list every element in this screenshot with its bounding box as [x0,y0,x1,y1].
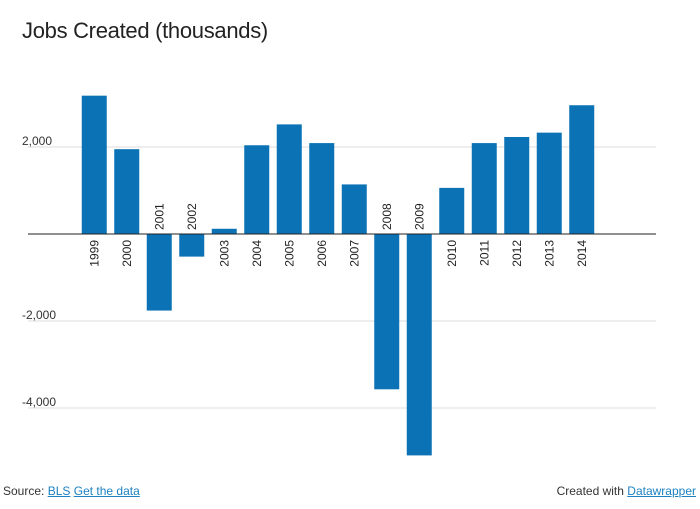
x-tick-label: 2007 [347,240,361,267]
bar-2002 [179,234,205,257]
chart-title: Jobs Created (thousands) [22,18,268,43]
bars [81,95,595,456]
bar-2001 [146,234,172,311]
bar-chart: 2,000 -2,000 -4,000 1999 2000 2001 2002 2003 20… [22,95,656,456]
created-with: Created with Datawrapper [557,484,696,498]
y-tick-label: -2,000 [22,308,56,322]
get-data-link[interactable]: Get the data [73,484,140,498]
created-label: Created with [556,484,624,498]
x-tick-label: 2005 [282,240,296,267]
x-tick-label: 2010 [445,240,459,267]
x-tick-label: 2009 [412,203,426,230]
x-tick-label: 2000 [120,240,134,267]
x-tick-label: 2008 [380,203,394,230]
bar-2010 [439,187,465,234]
bar-2012 [504,136,530,234]
y-tick-label: -4,000 [22,395,56,409]
x-tick-label: 1999 [87,240,101,267]
bar-2013 [536,132,562,234]
bar-2006 [309,143,335,234]
x-tick-label: 2011 [477,240,491,266]
x-tick-label: 2004 [250,240,264,267]
x-tick-label: 2014 [575,240,589,267]
bar-2008 [374,234,400,390]
bar-2003 [211,228,237,234]
bar-2005 [276,124,302,234]
x-tick-label: 2002 [185,203,199,230]
x-tick-label: 2003 [217,240,231,267]
bar-2000 [114,149,140,234]
x-tick-label: 2001 [152,203,166,230]
datawrapper-link[interactable]: Datawrapper [627,484,696,498]
bar-2009 [406,234,432,456]
source-label: Source: [3,484,45,498]
bar-2007 [341,184,367,234]
grid-lines: 2,000 -2,000 -4,000 [22,134,656,409]
x-tick-label: 2013 [542,240,556,267]
x-tick-labels: 1999 2000 2001 2002 2003 2004 2005 2006 2007 2008… [87,203,589,267]
source-link[interactable]: BLS [47,484,71,498]
bar-2014 [569,105,595,235]
source-credit: Source: BLS Get the data [3,484,140,498]
x-tick-label: 2006 [315,240,329,267]
bar-2011 [471,143,497,234]
x-tick-label: 2012 [510,240,524,267]
bar-1999 [81,95,107,234]
bar-2004 [244,145,270,234]
y-tick-label: 2,000 [22,134,52,148]
